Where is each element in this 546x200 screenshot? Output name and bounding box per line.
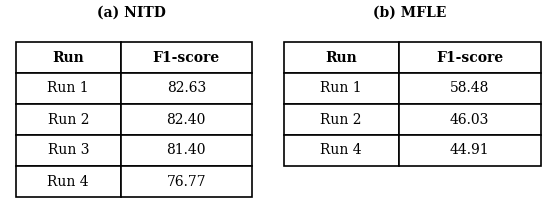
Bar bbox=[121, 104, 252, 135]
Text: 81.40: 81.40 bbox=[167, 143, 206, 157]
Bar bbox=[284, 73, 399, 104]
Text: Run 1: Run 1 bbox=[321, 82, 362, 96]
Text: 44.91: 44.91 bbox=[450, 143, 489, 157]
Bar bbox=[284, 42, 399, 73]
Bar bbox=[284, 104, 399, 135]
Bar bbox=[121, 73, 252, 104]
Text: Run 4: Run 4 bbox=[321, 143, 362, 157]
Bar bbox=[121, 166, 252, 197]
Text: Run 4: Run 4 bbox=[48, 174, 89, 188]
Text: F1-score: F1-score bbox=[436, 50, 503, 64]
Text: (b) MFLE: (b) MFLE bbox=[373, 6, 446, 20]
Text: 58.48: 58.48 bbox=[450, 82, 489, 96]
Text: Run: Run bbox=[52, 50, 84, 64]
Bar bbox=[399, 135, 541, 166]
Bar bbox=[121, 42, 252, 73]
Bar bbox=[15, 104, 121, 135]
Bar bbox=[399, 104, 541, 135]
Text: F1-score: F1-score bbox=[153, 50, 220, 64]
Bar bbox=[15, 42, 121, 73]
Text: Run 3: Run 3 bbox=[48, 143, 89, 157]
Text: Run: Run bbox=[325, 50, 357, 64]
Text: Run 2: Run 2 bbox=[321, 112, 362, 127]
Bar bbox=[121, 135, 252, 166]
Bar bbox=[15, 135, 121, 166]
Text: 82.63: 82.63 bbox=[167, 82, 206, 96]
Bar bbox=[284, 135, 399, 166]
Bar bbox=[399, 73, 541, 104]
Text: (a) NITD: (a) NITD bbox=[97, 6, 165, 20]
Text: 82.40: 82.40 bbox=[167, 112, 206, 127]
Bar bbox=[15, 166, 121, 197]
Text: Run 1: Run 1 bbox=[48, 82, 89, 96]
Bar bbox=[15, 73, 121, 104]
Bar bbox=[399, 42, 541, 73]
Text: 46.03: 46.03 bbox=[450, 112, 489, 127]
Text: Run 2: Run 2 bbox=[48, 112, 89, 127]
Text: 76.77: 76.77 bbox=[167, 174, 206, 188]
